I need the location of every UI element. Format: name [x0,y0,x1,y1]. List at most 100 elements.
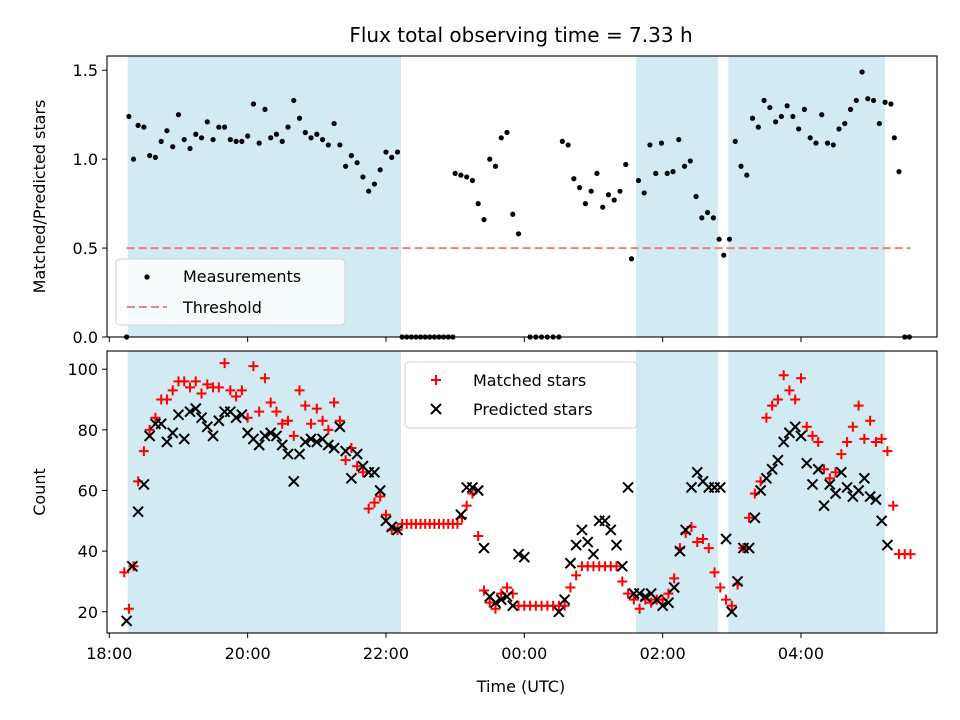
data-point [198,135,205,141]
data-point [749,512,761,524]
top-panel: 0.0 0.5 1.0 1.5 Matched/Predicted stars Measu… [30,55,938,347]
data-point [744,512,755,523]
data-point [610,539,623,551]
data-point [277,418,288,429]
data-point [829,487,842,500]
data-point [239,138,245,144]
y-tick-label: 1.5 [73,61,98,80]
data-point [749,115,756,121]
data-point [231,391,242,402]
data-point [691,466,703,478]
data-point [331,120,337,127]
data-point [221,124,228,130]
data-point [236,385,247,396]
data-point [847,421,858,432]
data-point [761,412,772,423]
data-point [766,463,778,475]
x-tick-label: 20:00 [225,644,271,663]
data-point [314,131,320,137]
data-point [143,430,156,442]
data-point [348,152,354,159]
y-tick-label: 60 [78,481,98,500]
data-point [288,475,300,488]
data-point [363,503,374,514]
data-point [767,400,778,411]
data-point [571,176,577,182]
data-point [268,135,274,141]
data-point [495,593,507,606]
data-point [375,491,386,502]
data-point [285,124,291,130]
data-point [888,500,899,511]
data-point [300,400,311,411]
data-point [858,472,871,485]
data-point [743,542,755,554]
data-point [507,600,519,612]
data-point [227,136,233,143]
data-point [841,481,853,494]
data-point [172,408,185,421]
data-point [709,567,720,578]
data-point [484,597,495,608]
data-point [605,524,617,536]
data-point [685,481,698,494]
data-point [343,163,349,169]
data-point [824,140,831,146]
data-point [559,138,565,144]
y-axis-label: Matched/Predicted stars [30,100,49,294]
legend-label: Measurements [183,267,301,286]
chart-title: Flux total observing time = 7.33 h [349,23,692,47]
data-point [119,567,130,578]
data-point [130,156,137,162]
data-point [726,600,737,611]
data-point [377,167,383,173]
legend-box [404,361,638,429]
data-point [795,430,807,442]
data-point [132,506,144,518]
data-point [389,154,395,160]
data-point [204,119,210,125]
data-point [478,585,489,596]
data-point [323,424,334,435]
data-point [152,154,159,160]
observing-window-band [636,56,718,337]
data-point [167,427,179,439]
data-point [617,576,628,587]
series-predicted-stars [120,402,894,627]
data-point [325,142,331,148]
observing-window-band [127,351,401,633]
data-point [882,446,893,457]
data-point [842,436,853,447]
data-point [291,97,297,104]
data-point [853,97,859,104]
data-point [699,215,705,221]
data-point [669,573,680,584]
data-point [334,415,345,426]
data-point [623,161,629,168]
legend-label: Predicted stars [473,400,593,419]
data-point [510,211,516,217]
data-point [213,382,224,393]
data-point [201,421,213,433]
data-point [663,588,674,599]
data-point [319,136,326,143]
data-point [692,537,703,548]
data-point [181,136,187,143]
data-point [836,126,842,132]
legend-marker [144,274,150,280]
data-point [371,181,378,187]
data-point [870,97,877,104]
y-axis-label: Count [30,468,49,516]
data-point [294,385,305,396]
data-point [481,217,487,223]
data-point [256,140,262,146]
data-point [760,472,773,485]
data-point [777,436,790,448]
data-point [478,542,490,554]
data-point [796,126,802,132]
data-point [824,478,836,491]
y-tick-label: 80 [78,421,98,440]
data-point [282,415,293,426]
data-point [490,603,501,614]
